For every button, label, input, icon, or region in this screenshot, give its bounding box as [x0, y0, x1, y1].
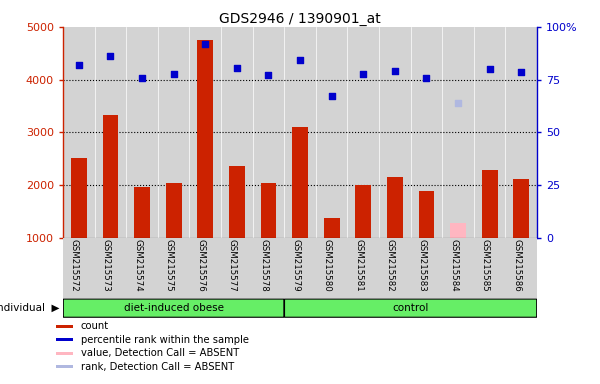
Text: GSM215582: GSM215582: [386, 239, 395, 292]
Text: value, Detection Call = ABSENT: value, Detection Call = ABSENT: [80, 348, 239, 358]
Bar: [419, 190, 434, 238]
Point: [485, 66, 494, 72]
Point: [74, 62, 83, 68]
Text: diet-induced obese: diet-induced obese: [124, 303, 224, 313]
Bar: [482, 170, 497, 238]
Point: [517, 69, 526, 75]
Text: GSM215581: GSM215581: [354, 239, 363, 292]
Text: GSM215573: GSM215573: [101, 239, 110, 292]
Text: GSM215577: GSM215577: [228, 239, 237, 292]
Bar: [103, 114, 118, 238]
Bar: [260, 183, 277, 238]
Text: individual  ▶: individual ▶: [0, 303, 60, 313]
Text: GSM215586: GSM215586: [512, 239, 521, 292]
Bar: [166, 183, 182, 238]
Point: [327, 93, 337, 99]
Point: [263, 72, 273, 78]
FancyBboxPatch shape: [284, 299, 536, 317]
Title: GDS2946 / 1390901_at: GDS2946 / 1390901_at: [219, 12, 381, 26]
Bar: [513, 179, 529, 238]
Bar: [134, 187, 150, 238]
Point: [390, 68, 400, 74]
Text: control: control: [392, 303, 429, 313]
Text: GSM215580: GSM215580: [323, 239, 332, 292]
Bar: [56, 352, 73, 355]
Bar: [292, 127, 308, 238]
Point: [200, 41, 210, 47]
Bar: [324, 218, 340, 238]
Text: percentile rank within the sample: percentile rank within the sample: [80, 335, 248, 345]
Text: GSM215576: GSM215576: [196, 239, 205, 292]
Text: GSM215575: GSM215575: [164, 239, 173, 292]
Bar: [450, 223, 466, 238]
Text: GSM215585: GSM215585: [481, 239, 490, 292]
Point: [137, 75, 147, 81]
Point: [453, 100, 463, 106]
Bar: [71, 158, 87, 238]
Point: [169, 71, 178, 78]
Point: [422, 74, 431, 81]
Text: count: count: [80, 321, 109, 331]
Bar: [229, 166, 245, 238]
Bar: [197, 40, 213, 238]
Point: [295, 56, 305, 63]
Point: [232, 65, 242, 71]
Bar: [387, 177, 403, 238]
FancyBboxPatch shape: [64, 299, 284, 317]
Text: GSM215584: GSM215584: [449, 239, 458, 292]
Point: [358, 71, 368, 77]
Text: GSM215583: GSM215583: [418, 239, 427, 292]
Point: [106, 53, 115, 59]
Text: GSM215574: GSM215574: [133, 239, 142, 292]
Text: GSM215572: GSM215572: [70, 239, 79, 292]
Bar: [56, 325, 73, 328]
Text: rank, Detection Call = ABSENT: rank, Detection Call = ABSENT: [80, 362, 234, 372]
Bar: [56, 338, 73, 341]
Bar: [355, 185, 371, 238]
Text: GSM215578: GSM215578: [259, 239, 268, 292]
Text: GSM215579: GSM215579: [291, 239, 300, 292]
Bar: [56, 365, 73, 368]
